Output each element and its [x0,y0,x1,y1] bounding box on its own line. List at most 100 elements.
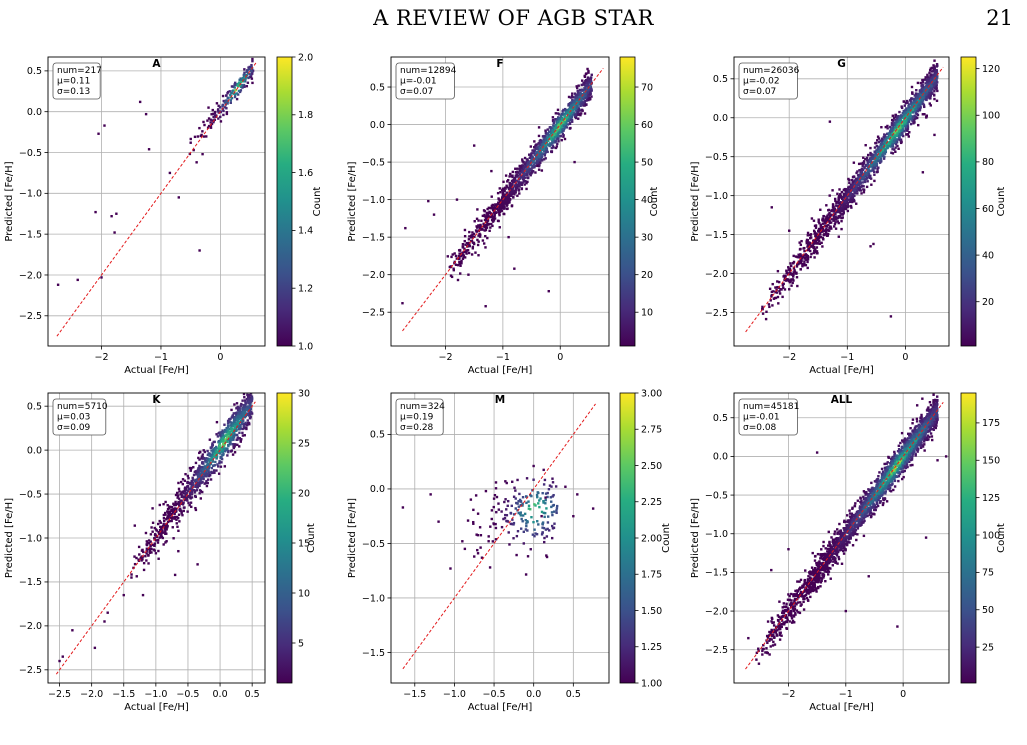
data-point [514,489,517,492]
data-point [206,478,210,481]
data-point [208,464,211,467]
data-point [176,496,179,499]
data-point [910,109,913,112]
data-point [576,90,580,94]
data-point [484,228,488,232]
data-point [514,174,518,177]
data-point [243,434,246,437]
data-point [196,469,200,472]
data-point [525,501,528,505]
data-point [788,267,792,270]
data-point [520,187,523,191]
data-point [523,165,526,169]
data-point [554,130,557,134]
data-point [97,132,100,135]
data-point [905,114,908,117]
data-point [219,115,222,119]
data-point [458,262,461,266]
data-point [542,511,545,515]
data-point [891,131,895,134]
data-point [883,134,887,138]
data-point [248,65,251,69]
data-point [906,125,910,128]
data-point [834,227,838,230]
data-point [546,515,550,518]
data-point [171,516,174,519]
data-point [211,458,214,461]
data-point [829,547,832,551]
data-point [567,117,571,120]
data-point [790,284,793,287]
data-point [782,286,785,290]
data-point [554,139,558,143]
data-point [531,160,535,164]
stats-line: num=217 [57,66,102,76]
data-point [905,107,908,110]
data-point [806,239,810,242]
data-point [184,494,188,497]
data-point [462,255,465,259]
data-point [537,154,540,158]
data-point [909,114,912,117]
data-point [515,501,518,505]
data-point [184,472,187,476]
data-point [503,206,506,210]
data-point [174,493,178,497]
y-tick-label: −2.0 [705,269,728,280]
data-point [830,209,834,212]
data-point [880,126,883,129]
data-point [901,131,904,135]
data-point [497,201,500,204]
data-point [816,233,819,236]
data-point [521,177,525,180]
data-point [486,213,489,217]
data-point [891,143,895,146]
identity-line [55,401,256,675]
data-point [103,124,106,127]
data-point [506,180,509,183]
data-point [229,427,233,430]
data-point [199,478,203,481]
data-point [894,121,898,124]
data-point [507,235,510,239]
data-point [200,133,203,137]
data-point [166,517,170,520]
data-point [866,176,869,180]
data-point [246,393,249,397]
data-point [456,278,460,282]
data-point [480,219,483,222]
data-point [589,92,592,96]
data-point [229,435,233,439]
data-point [247,395,250,398]
data-point [463,234,467,238]
stats-line: μ=-0.02 [743,77,780,87]
data-point [219,120,223,123]
data-point [239,84,242,87]
data-point [466,519,470,522]
data-point [198,464,201,468]
data-point [237,422,240,426]
data-point [225,440,229,443]
data-point [908,130,911,134]
data-point [166,520,170,524]
data-point [897,147,900,150]
data-point [227,426,230,429]
data-point [182,501,185,504]
data-point [816,242,819,245]
data-point [918,89,922,92]
data-point [583,74,586,78]
data-point [240,78,243,81]
data-point [864,164,867,167]
data-point [130,573,133,576]
data-point [903,112,906,115]
data-points [745,59,944,333]
data-point [241,416,244,419]
data-point [533,161,536,165]
data-point [925,78,929,82]
colorbar-label: Count [306,523,317,553]
data-point [795,272,798,275]
data-point [225,430,229,434]
data-point [223,450,227,453]
data-point [819,224,822,227]
